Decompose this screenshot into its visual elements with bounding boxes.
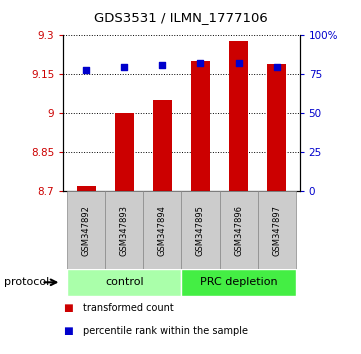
Text: GSM347895: GSM347895 [196, 205, 205, 256]
Point [197, 61, 203, 66]
Bar [105, 191, 143, 269]
Bar [267, 64, 286, 191]
Text: ■: ■ [63, 326, 73, 336]
Text: ■: ■ [63, 303, 73, 313]
Text: GSM347896: GSM347896 [234, 205, 243, 256]
Text: control: control [105, 277, 144, 287]
Bar [229, 41, 248, 191]
Point [83, 67, 89, 73]
Text: GSM347897: GSM347897 [272, 205, 281, 256]
Text: GDS3531 / ILMN_1777106: GDS3531 / ILMN_1777106 [93, 11, 268, 24]
Bar [182, 269, 296, 296]
Text: GSM347893: GSM347893 [120, 205, 129, 256]
Text: transformed count: transformed count [83, 303, 174, 313]
Text: GSM347894: GSM347894 [158, 205, 167, 256]
Bar [67, 191, 105, 269]
Text: GSM347892: GSM347892 [82, 205, 91, 256]
Point [121, 64, 127, 69]
Bar [77, 186, 96, 191]
Point [274, 64, 280, 69]
Bar [67, 269, 182, 296]
Bar [182, 191, 219, 269]
Text: PRC depletion: PRC depletion [200, 277, 277, 287]
Bar [191, 61, 210, 191]
Bar [143, 191, 182, 269]
Text: percentile rank within the sample: percentile rank within the sample [83, 326, 248, 336]
Point [236, 61, 242, 66]
Text: protocol: protocol [4, 277, 49, 287]
Bar [219, 191, 258, 269]
Bar [115, 113, 134, 191]
Point [160, 62, 165, 68]
Bar [258, 191, 296, 269]
Bar [153, 100, 172, 191]
